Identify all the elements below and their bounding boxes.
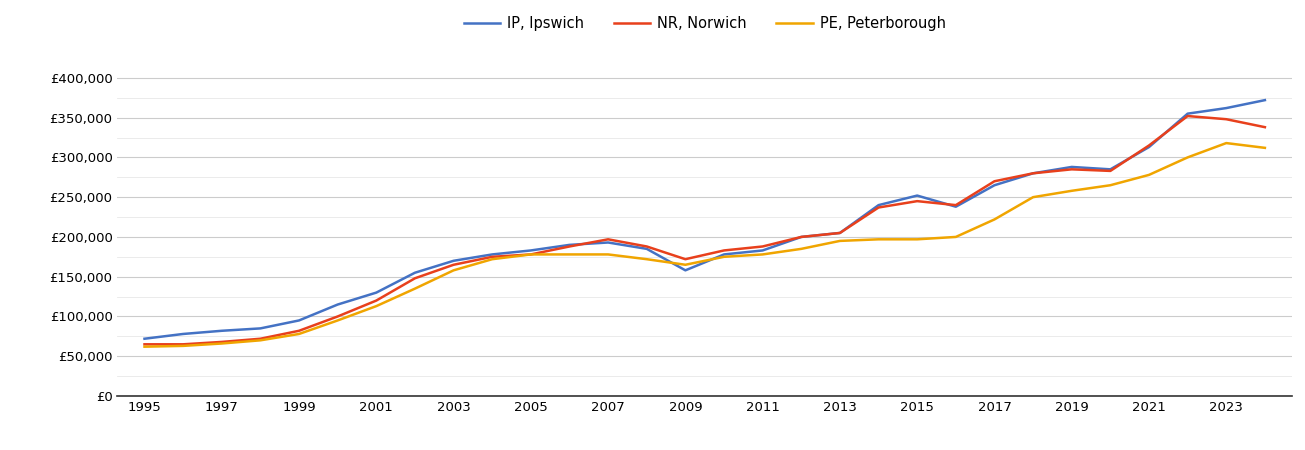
IP, Ipswich (407, 270, 423, 275)
PE, Peterborough (330, 318, 346, 323)
NR, Norwich (1257, 125, 1272, 130)
PE, Peterborough (253, 338, 269, 343)
Line: PE, Peterborough: PE, Peterborough (145, 143, 1265, 346)
NR, Norwich (291, 328, 307, 333)
IP, Ipswich (677, 268, 693, 273)
PE, Peterborough (175, 343, 191, 349)
PE, Peterborough (407, 286, 423, 291)
IP, Ipswich (639, 246, 655, 252)
IP, Ipswich (523, 248, 539, 253)
NR, Norwich (561, 244, 577, 249)
NR, Norwich (484, 254, 500, 260)
PE, Peterborough (214, 341, 230, 346)
PE, Peterborough (446, 268, 462, 273)
IP, Ipswich (600, 240, 616, 245)
Line: IP, Ipswich: IP, Ipswich (145, 100, 1265, 339)
PE, Peterborough (368, 303, 384, 309)
NR, Norwich (253, 336, 269, 342)
IP, Ipswich (291, 318, 307, 323)
PE, Peterborough (987, 217, 1002, 222)
IP, Ipswich (1064, 164, 1079, 170)
PE, Peterborough (910, 237, 925, 242)
NR, Norwich (446, 262, 462, 267)
PE, Peterborough (1257, 145, 1272, 151)
PE, Peterborough (677, 262, 693, 267)
PE, Peterborough (1141, 172, 1156, 178)
PE, Peterborough (484, 256, 500, 262)
IP, Ipswich (833, 230, 848, 236)
PE, Peterborough (523, 252, 539, 257)
NR, Norwich (677, 256, 693, 262)
IP, Ipswich (137, 336, 153, 342)
IP, Ipswich (175, 331, 191, 337)
IP, Ipswich (253, 326, 269, 331)
IP, Ipswich (870, 202, 886, 208)
PE, Peterborough (639, 256, 655, 262)
NR, Norwich (1219, 117, 1235, 122)
NR, Norwich (1026, 171, 1041, 176)
NR, Norwich (1064, 166, 1079, 172)
IP, Ipswich (754, 248, 770, 253)
NR, Norwich (407, 275, 423, 281)
PE, Peterborough (561, 252, 577, 257)
NR, Norwich (987, 179, 1002, 184)
IP, Ipswich (793, 234, 809, 240)
IP, Ipswich (446, 258, 462, 264)
IP, Ipswich (330, 302, 346, 307)
IP, Ipswich (1026, 171, 1041, 176)
IP, Ipswich (561, 242, 577, 248)
IP, Ipswich (716, 252, 732, 257)
PE, Peterborough (716, 254, 732, 260)
NR, Norwich (175, 342, 191, 347)
IP, Ipswich (1257, 98, 1272, 103)
Legend: IP, Ipswich, NR, Norwich, PE, Peterborough: IP, Ipswich, NR, Norwich, PE, Peterborou… (458, 10, 951, 36)
PE, Peterborough (754, 252, 770, 257)
IP, Ipswich (1180, 111, 1195, 117)
NR, Norwich (523, 252, 539, 257)
PE, Peterborough (600, 252, 616, 257)
NR, Norwich (639, 244, 655, 249)
IP, Ipswich (368, 290, 384, 295)
IP, Ipswich (910, 193, 925, 198)
IP, Ipswich (1103, 166, 1118, 172)
NR, Norwich (1141, 143, 1156, 148)
NR, Norwich (330, 314, 346, 319)
PE, Peterborough (947, 234, 963, 240)
IP, Ipswich (947, 204, 963, 209)
PE, Peterborough (137, 344, 153, 349)
PE, Peterborough (793, 246, 809, 252)
IP, Ipswich (484, 252, 500, 257)
IP, Ipswich (1219, 105, 1235, 111)
IP, Ipswich (987, 183, 1002, 188)
PE, Peterborough (1064, 188, 1079, 194)
NR, Norwich (947, 202, 963, 208)
Line: NR, Norwich: NR, Norwich (145, 116, 1265, 344)
IP, Ipswich (214, 328, 230, 333)
NR, Norwich (368, 298, 384, 303)
IP, Ipswich (1141, 144, 1156, 150)
NR, Norwich (600, 237, 616, 242)
NR, Norwich (833, 230, 848, 236)
NR, Norwich (910, 198, 925, 204)
PE, Peterborough (1026, 194, 1041, 200)
NR, Norwich (793, 234, 809, 240)
NR, Norwich (1103, 168, 1118, 174)
PE, Peterborough (833, 238, 848, 243)
NR, Norwich (137, 342, 153, 347)
NR, Norwich (754, 244, 770, 249)
NR, Norwich (1180, 113, 1195, 119)
PE, Peterborough (291, 331, 307, 337)
PE, Peterborough (870, 237, 886, 242)
PE, Peterborough (1103, 183, 1118, 188)
NR, Norwich (716, 248, 732, 253)
PE, Peterborough (1180, 155, 1195, 160)
NR, Norwich (214, 339, 230, 345)
PE, Peterborough (1219, 140, 1235, 146)
NR, Norwich (870, 205, 886, 210)
